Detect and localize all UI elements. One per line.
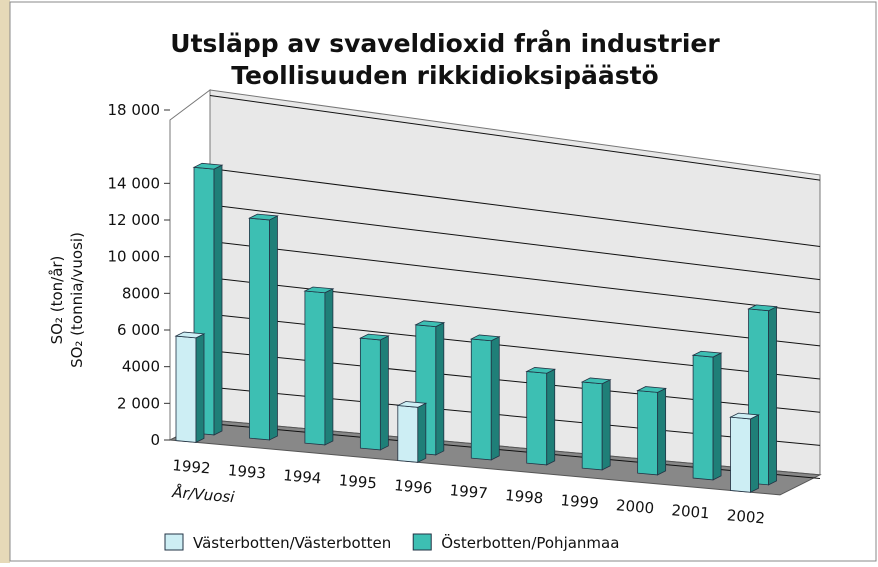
x-tick-label: 2002 xyxy=(726,506,766,527)
bar-face xyxy=(490,336,500,461)
y-tick-label: 6 000 xyxy=(117,321,160,339)
bar-face xyxy=(304,290,326,446)
y-tick-label: 0 xyxy=(150,431,160,449)
x-tick-label: 1997 xyxy=(449,481,489,502)
bar-face xyxy=(657,387,667,476)
legend-label: Österbotten/Pohjanmaa xyxy=(441,533,619,552)
x-tick-label: 1994 xyxy=(283,466,323,487)
bar-face xyxy=(358,333,390,341)
y-tick-label: 4000 xyxy=(122,358,160,376)
x-tick-label: 2001 xyxy=(671,501,711,522)
bar-face xyxy=(435,321,445,456)
bar-face xyxy=(581,381,603,471)
bar xyxy=(729,412,760,493)
bar xyxy=(580,377,612,471)
x-tick-label: 1995 xyxy=(338,471,378,492)
bar-face xyxy=(580,377,612,385)
x-tick-label: 1992 xyxy=(172,456,212,477)
bar xyxy=(174,331,206,443)
bar-face xyxy=(175,335,197,443)
bar-face xyxy=(729,412,760,420)
bar xyxy=(525,367,557,466)
bar-face xyxy=(397,405,419,463)
legend-label: Västerbotten/Västerbotten xyxy=(193,534,391,552)
side-strip xyxy=(0,0,10,563)
bar-face xyxy=(379,335,389,451)
y-axis-label: SO₂ (ton/år) xyxy=(48,256,66,345)
y-tick-label: 8000 xyxy=(122,284,160,302)
bar-face xyxy=(747,304,778,312)
bar-face xyxy=(750,414,759,493)
bar-face xyxy=(248,213,279,221)
bar-face xyxy=(526,371,548,466)
bar-face xyxy=(692,354,714,481)
y-tick-label: 12 000 xyxy=(108,211,161,229)
x-tick-label: 1999 xyxy=(560,491,600,512)
legend-swatch xyxy=(412,533,432,551)
bar-face xyxy=(525,367,557,374)
bar-face xyxy=(601,379,611,471)
bar xyxy=(396,401,428,463)
bar-face xyxy=(195,333,205,443)
y-tick-label: 2 000 xyxy=(117,394,160,412)
bar xyxy=(248,213,279,441)
bar-face xyxy=(470,338,492,461)
bar-face xyxy=(303,286,335,294)
chart-title: Utsläpp av svaveldioxid från industrier xyxy=(170,29,720,58)
grid-line xyxy=(209,240,821,314)
grid-line xyxy=(209,167,821,247)
y-tick-label: 18 000 xyxy=(108,101,161,119)
bar xyxy=(358,333,390,451)
legend-swatch xyxy=(164,533,184,551)
y-tick-label: 14 000 xyxy=(108,174,161,192)
bar-face xyxy=(469,334,501,342)
bar xyxy=(691,350,723,481)
bar-face xyxy=(269,215,278,441)
bar-face xyxy=(417,402,427,463)
bar-face xyxy=(396,401,428,408)
bar xyxy=(303,286,335,446)
bar-face xyxy=(414,320,446,327)
x-tick-label: 1998 xyxy=(504,486,544,507)
bar-face xyxy=(249,217,270,441)
bar-face xyxy=(213,164,223,436)
chart-subtitle: Teollisuuden rikkidioksipäästö xyxy=(231,61,658,90)
bar-face xyxy=(636,386,668,393)
bar-face xyxy=(324,288,334,446)
bar-face xyxy=(768,306,777,486)
grid-line xyxy=(209,95,821,181)
y-axis-label: SO₂ (tonnia/vuosi) xyxy=(68,232,86,368)
x-tick-label: 2000 xyxy=(615,496,655,517)
x-tick-label: 1993 xyxy=(227,461,267,482)
bar-face xyxy=(691,350,723,358)
bar-face xyxy=(359,337,381,451)
bar-face xyxy=(712,352,722,481)
x-tick-label: 1996 xyxy=(393,476,433,497)
bar xyxy=(636,386,668,476)
grid-line xyxy=(209,204,821,281)
y-tick-label: 10 000 xyxy=(108,248,161,266)
bar-face xyxy=(730,416,751,493)
bar-face xyxy=(637,390,659,476)
bar-face xyxy=(192,162,224,170)
bar-face xyxy=(174,331,206,339)
bar xyxy=(469,334,501,461)
bar-face xyxy=(546,368,556,466)
